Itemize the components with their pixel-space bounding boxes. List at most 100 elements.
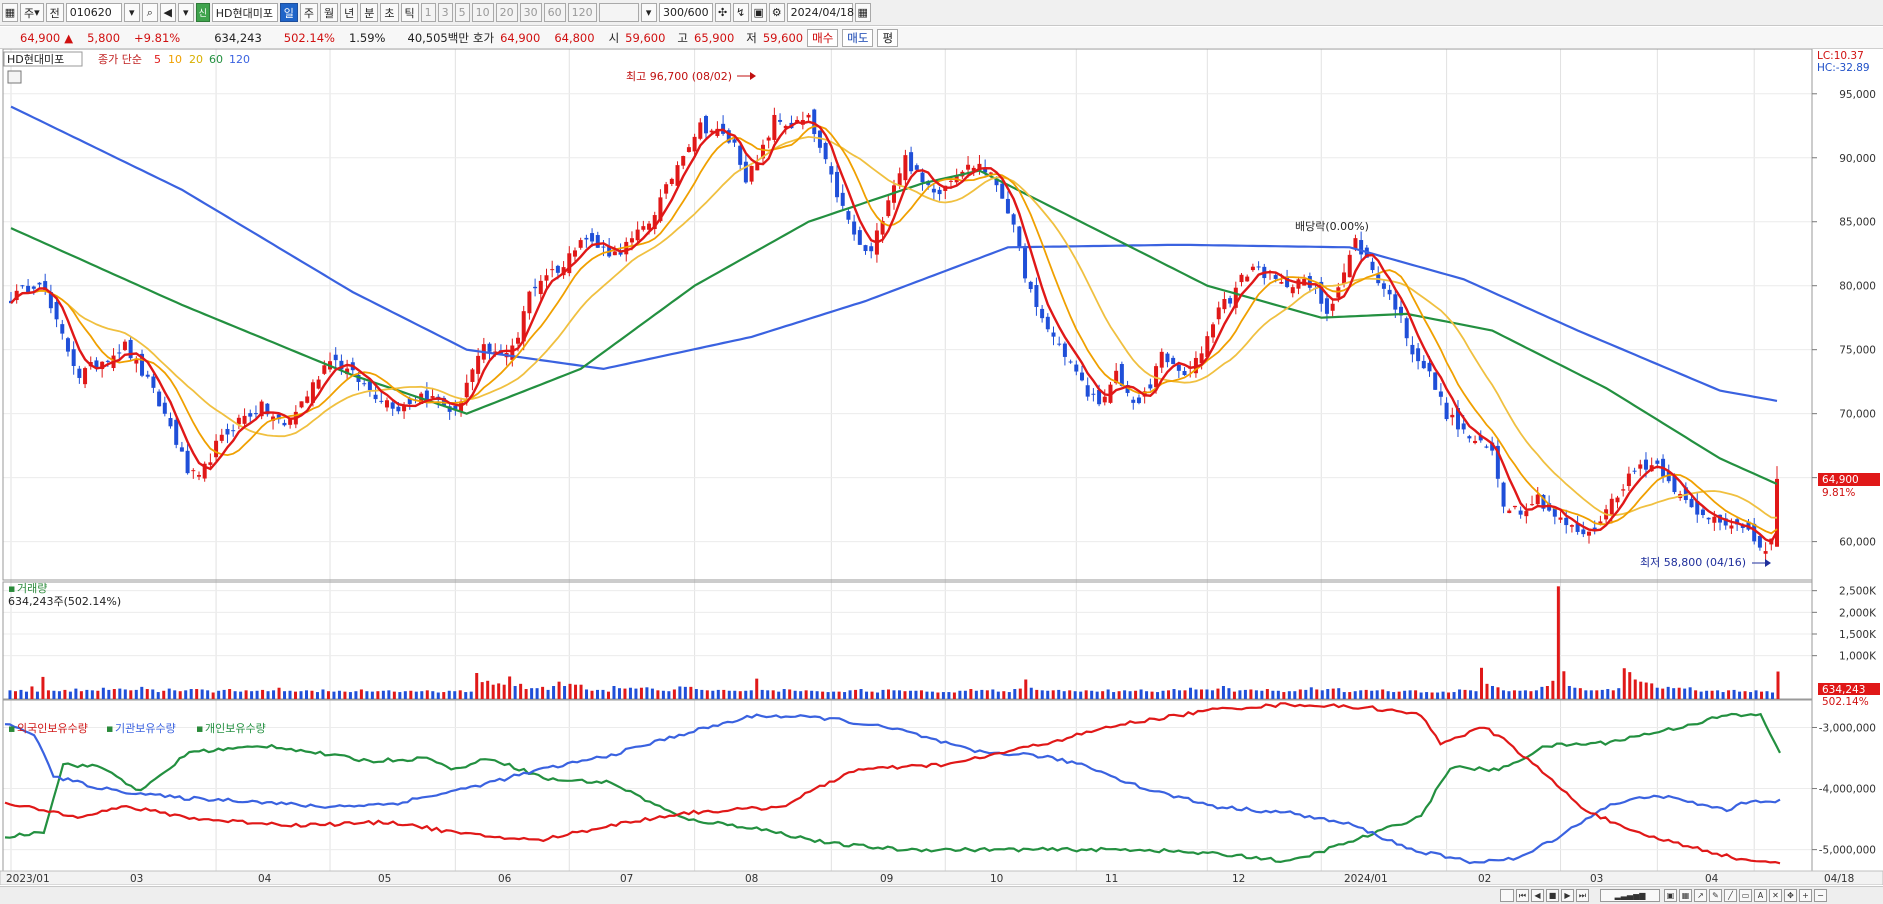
volume-bar	[222, 689, 226, 699]
minute-option-5[interactable]: 5	[454, 3, 470, 22]
interval-year-button[interactable]: 년	[340, 3, 359, 22]
candle-body	[37, 282, 42, 285]
candle-body	[1598, 521, 1603, 525]
volume-bar	[381, 690, 385, 699]
svg-text:▪: ▪	[196, 722, 203, 735]
text-icon[interactable]: A	[1754, 889, 1767, 902]
volume-bar	[1419, 692, 1423, 699]
custom-interval-input[interactable]	[598, 3, 639, 22]
zoom-bar[interactable]: ▂▃▄▅▆	[1600, 889, 1660, 902]
sell-button[interactable]: 매도	[842, 28, 874, 47]
holdings-panel	[4, 702, 1781, 865]
volume-bar	[958, 690, 962, 699]
scroll-prev-icon[interactable]: ◀	[1531, 889, 1544, 902]
interval-month-button[interactable]: 월	[320, 3, 339, 22]
volume-bar	[628, 687, 632, 699]
candle-body	[1450, 414, 1455, 418]
minute-option-120[interactable]: 120	[567, 3, 597, 22]
minute-option-60[interactable]: 60	[543, 3, 566, 22]
volume-bar	[1545, 686, 1549, 699]
candle-body	[1740, 525, 1745, 528]
market-select[interactable]: 전	[45, 3, 64, 22]
zoom-out-icon[interactable]: −	[1814, 889, 1827, 902]
candle-body	[669, 178, 674, 184]
candle-body	[1176, 364, 1181, 371]
candle-body	[983, 167, 988, 173]
volume-bar	[1403, 690, 1407, 699]
zoom-in-icon[interactable]: +	[1799, 889, 1812, 902]
period-select[interactable]: 주 ▾	[20, 3, 44, 22]
minute-option-20[interactable]: 20	[495, 3, 518, 22]
eraser-icon[interactable]: ✕	[1769, 889, 1782, 902]
stock-code-input[interactable]: 010620	[65, 3, 122, 22]
scroll-stop-icon[interactable]: ■	[1546, 889, 1559, 902]
candle-body	[1279, 282, 1284, 284]
x-tick-label: 08	[745, 873, 758, 885]
candle-body	[225, 428, 230, 435]
candle-body	[105, 360, 110, 362]
count-field[interactable]: 300/600	[658, 3, 713, 22]
volume-bar	[1221, 686, 1225, 699]
interval-week-button[interactable]: 주	[299, 3, 319, 22]
chart-scrollbar[interactable]: ⏮ ◀ ■ ▶ ⏭ ▂▃▄▅▆ ▣ ▦ ↗ ✎ ╱ ▭ A ✕ ✥ + −	[0, 886, 1883, 904]
volume-bar	[200, 689, 204, 699]
save-icon[interactable]: ▣	[750, 3, 767, 22]
scroll-last-icon[interactable]: ⏭	[1576, 889, 1589, 902]
minute-option-1[interactable]: 1	[420, 3, 436, 22]
interval-day-button[interactable]: 일	[279, 3, 298, 22]
interval-tick-button[interactable]: 틱	[400, 3, 419, 22]
volume-bar	[475, 673, 479, 699]
minute-option-3[interactable]: 3	[437, 3, 453, 22]
line-icon[interactable]: ╱	[1724, 889, 1737, 902]
volume-bar	[1227, 688, 1231, 699]
minute-option-10[interactable]: 10	[471, 3, 494, 22]
layout-icon[interactable]: ▦	[2, 3, 18, 22]
volume-bar	[1062, 691, 1066, 699]
eval-button[interactable]: 평	[877, 28, 899, 47]
scroll-left-button[interactable]	[1500, 889, 1514, 902]
volume-bar	[425, 690, 429, 699]
buy-button[interactable]: 매수	[807, 28, 839, 47]
calendar-icon[interactable]: ▦	[854, 3, 871, 22]
custom-interval-dropdown-icon[interactable]: ▾	[640, 3, 657, 22]
panel-toggle-icon[interactable]	[7, 70, 22, 84]
search-icon[interactable]: ⌕	[141, 3, 158, 22]
volume-bar	[1139, 689, 1143, 699]
code-dropdown-icon[interactable]: ▾	[123, 3, 140, 22]
period-select-value: 주	[24, 6, 35, 20]
scroll-first-icon[interactable]: ⏮	[1516, 889, 1529, 902]
trend-icon[interactable]: ↗	[1694, 889, 1707, 902]
interval-minute-button[interactable]: 분	[360, 3, 379, 22]
move-icon[interactable]: ✥	[1784, 889, 1797, 902]
volume-bar	[508, 676, 512, 699]
candle-body	[1775, 478, 1779, 547]
volume-bar	[650, 688, 654, 699]
volume-bar	[865, 691, 869, 699]
date-field[interactable]: 2024/04/18	[786, 3, 854, 22]
candle-body	[1011, 214, 1016, 225]
volume-bar	[744, 690, 748, 699]
gear-icon[interactable]: ⚙	[768, 3, 785, 22]
draw-icon[interactable]: ✎	[1709, 889, 1722, 902]
stock-name-field[interactable]: HD현대미포	[211, 3, 278, 22]
candle-body	[288, 418, 293, 425]
stock-code-value: 010620	[69, 6, 112, 19]
price-tick-label: 95,000	[1839, 89, 1876, 101]
volume-bar	[1650, 683, 1654, 699]
options-icon[interactable]: ▾	[177, 3, 194, 22]
candle-body	[897, 173, 902, 186]
shape-icon[interactable]: ▭	[1739, 889, 1752, 902]
candle-body	[1211, 324, 1216, 338]
interval-second-button[interactable]: 초	[380, 3, 399, 22]
chart-settings-icon[interactable]: ↯	[732, 3, 749, 22]
crosshair-icon[interactable]: ✣	[714, 3, 731, 22]
zoom-box-icon[interactable]: ▣	[1664, 889, 1677, 902]
speaker-icon[interactable]: ◀	[159, 3, 176, 22]
fit-icon[interactable]: ▦	[1679, 889, 1692, 902]
volume-bar	[788, 689, 792, 699]
scroll-next-icon[interactable]: ▶	[1561, 889, 1574, 902]
volume-bar	[760, 689, 764, 699]
minute-option-30[interactable]: 30	[519, 3, 542, 22]
volume-bar	[156, 692, 160, 699]
candle-body	[1131, 399, 1136, 403]
